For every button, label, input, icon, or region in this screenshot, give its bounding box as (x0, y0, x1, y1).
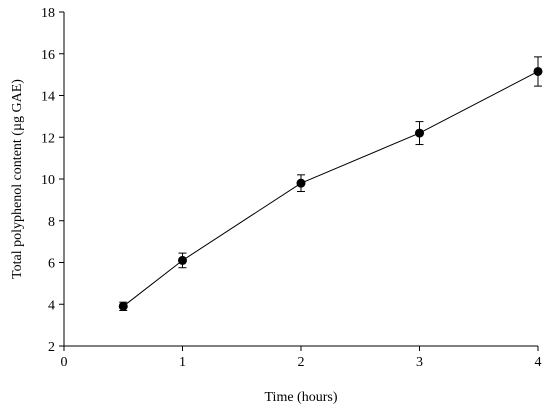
y-tick-label: 2 (48, 340, 55, 355)
y-tick-label: 6 (48, 257, 55, 272)
x-tick-label: 1 (179, 355, 186, 370)
x-tick-label: 0 (61, 355, 68, 370)
x-tick-label: 4 (535, 355, 542, 370)
y-tick-label: 18 (41, 6, 55, 21)
y-tick-label: 10 (41, 173, 55, 188)
data-point (296, 178, 306, 188)
data-point (415, 128, 424, 138)
y-tick-label: 14 (41, 90, 55, 105)
y-tick-label: 8 (48, 215, 55, 230)
x-tick-label: 2 (298, 355, 305, 370)
y-tick-label: 4 (48, 298, 55, 313)
data-point (533, 66, 543, 76)
data-point (118, 301, 128, 311)
plot-area (118, 56, 543, 312)
x-axis-title: Time (hours) (265, 390, 338, 405)
y-tick-label: 12 (41, 131, 55, 146)
y-axis-title: Total polyphenol content (µg GAE) (10, 79, 25, 279)
y-tick-label: 16 (41, 48, 55, 63)
series-line (122, 71, 539, 307)
data-point (178, 255, 187, 265)
x-tick-label: 3 (416, 355, 423, 370)
